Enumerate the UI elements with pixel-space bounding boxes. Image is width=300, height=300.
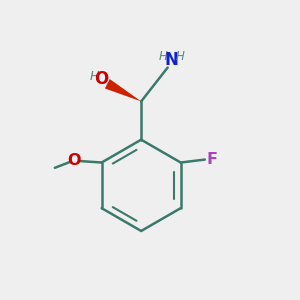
Text: F: F	[206, 152, 217, 167]
Text: H: H	[90, 70, 99, 83]
Text: O: O	[68, 153, 81, 168]
Text: H: H	[176, 50, 185, 64]
Text: O: O	[94, 70, 109, 88]
Text: H: H	[158, 50, 167, 64]
Text: N: N	[164, 51, 178, 69]
Polygon shape	[105, 79, 141, 101]
